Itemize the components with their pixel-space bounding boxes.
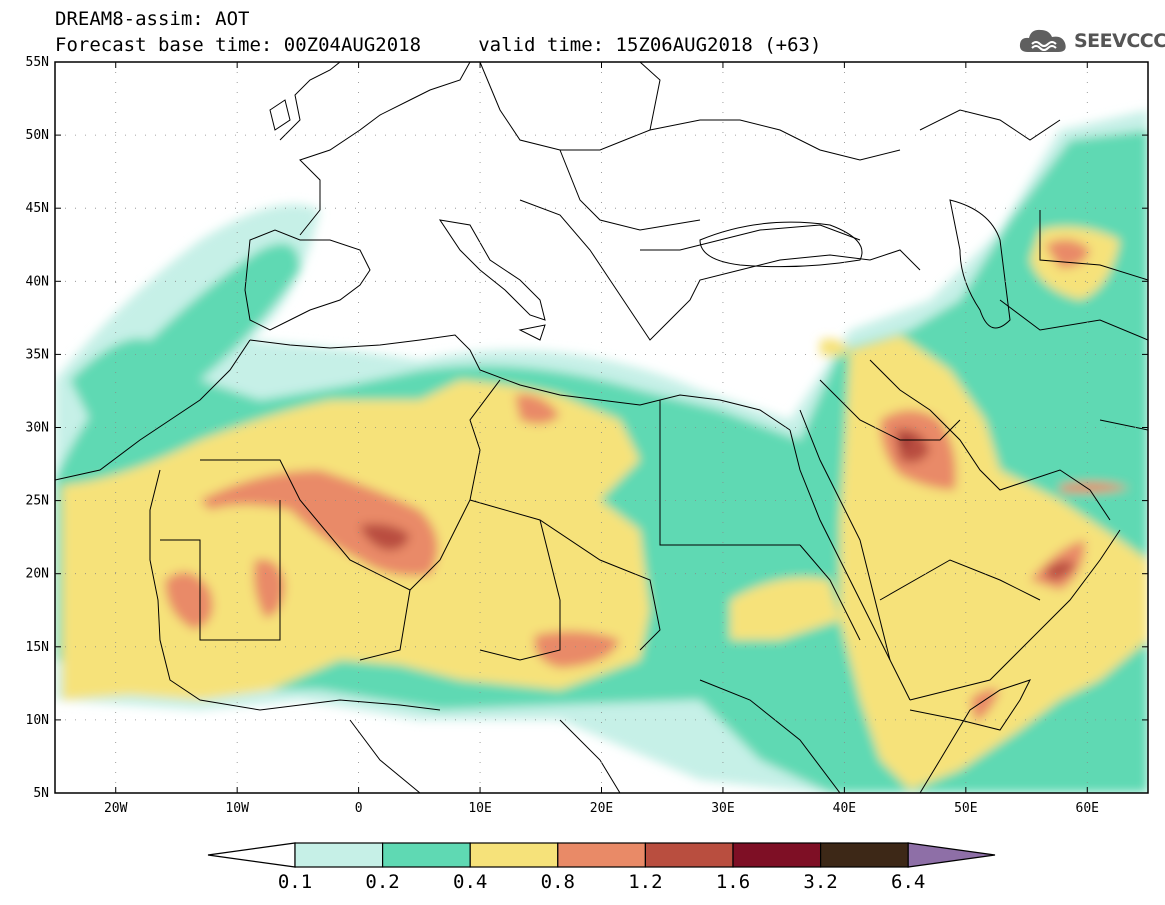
lat-label: 50N (26, 128, 49, 143)
logo-text: SEEVCCC (1074, 30, 1165, 52)
lat-axis: 5N 10N 15N 20N 25N 30N 35N 40N 45N 50N 55N (26, 55, 1148, 801)
colorbar-swatch (382, 842, 471, 868)
colorbar-swatch (469, 842, 559, 868)
colorbar-swatch (294, 842, 384, 868)
aot-field (55, 62, 1148, 793)
title-line-2: Forecast base time: 00Z04AUG2018 valid t… (55, 34, 822, 56)
lon-label: 20W (104, 801, 128, 816)
lat-label: 10N (26, 713, 49, 728)
lon-label: 50E (954, 801, 977, 816)
lat-label: 30N (26, 421, 49, 436)
colorbar-label: 3.2 (803, 871, 837, 893)
coastlines (55, 62, 1148, 793)
lon-label: 60E (1076, 801, 1099, 816)
lon-label: 10E (468, 801, 491, 816)
lat-label: 5N (33, 786, 49, 801)
colorbar: 0.1 0.2 0.4 0.8 1.2 1.6 3.2 6.4 (207, 842, 996, 893)
colorbar-arrow-left (207, 842, 296, 868)
lon-label: 10W (225, 801, 249, 816)
colorbar-swatch (819, 842, 909, 868)
colorbar-label: 0.4 (453, 871, 487, 893)
colorbar-label: 1.2 (628, 871, 662, 893)
lon-label: 20E (590, 801, 613, 816)
colorbar-swatch (644, 842, 734, 868)
colorbar-label: 6.4 (891, 871, 925, 893)
lat-label: 40N (26, 274, 49, 289)
lon-label: 0 (355, 801, 363, 816)
colorbar-label: 0.8 (541, 871, 575, 893)
lat-label: 20N (26, 567, 49, 582)
lat-label: 15N (26, 640, 49, 655)
lat-label: 55N (26, 55, 49, 70)
colorbar-label: 0.1 (278, 871, 312, 893)
colorbar-arrow-right (907, 842, 996, 868)
lon-axis: 20W 10W 0 10E 20E 30E 40E 50E 60E (104, 62, 1099, 816)
colorbar-label: 1.6 (716, 871, 750, 893)
cloud-icon (1019, 29, 1066, 52)
colorbar-swatch (557, 842, 646, 868)
lon-label: 40E (833, 801, 856, 816)
lat-label: 35N (26, 347, 49, 362)
seevccc-logo: SEEVCCC (1018, 26, 1165, 56)
graticule (55, 62, 1148, 793)
lat-label: 45N (26, 201, 49, 216)
title-line-1: DREAM8-assim: AOT (55, 8, 250, 30)
lon-label: 30E (711, 801, 734, 816)
lat-label: 25N (26, 494, 49, 509)
colorbar-label: 0.2 (365, 871, 399, 893)
colorbar-swatch (732, 842, 822, 868)
